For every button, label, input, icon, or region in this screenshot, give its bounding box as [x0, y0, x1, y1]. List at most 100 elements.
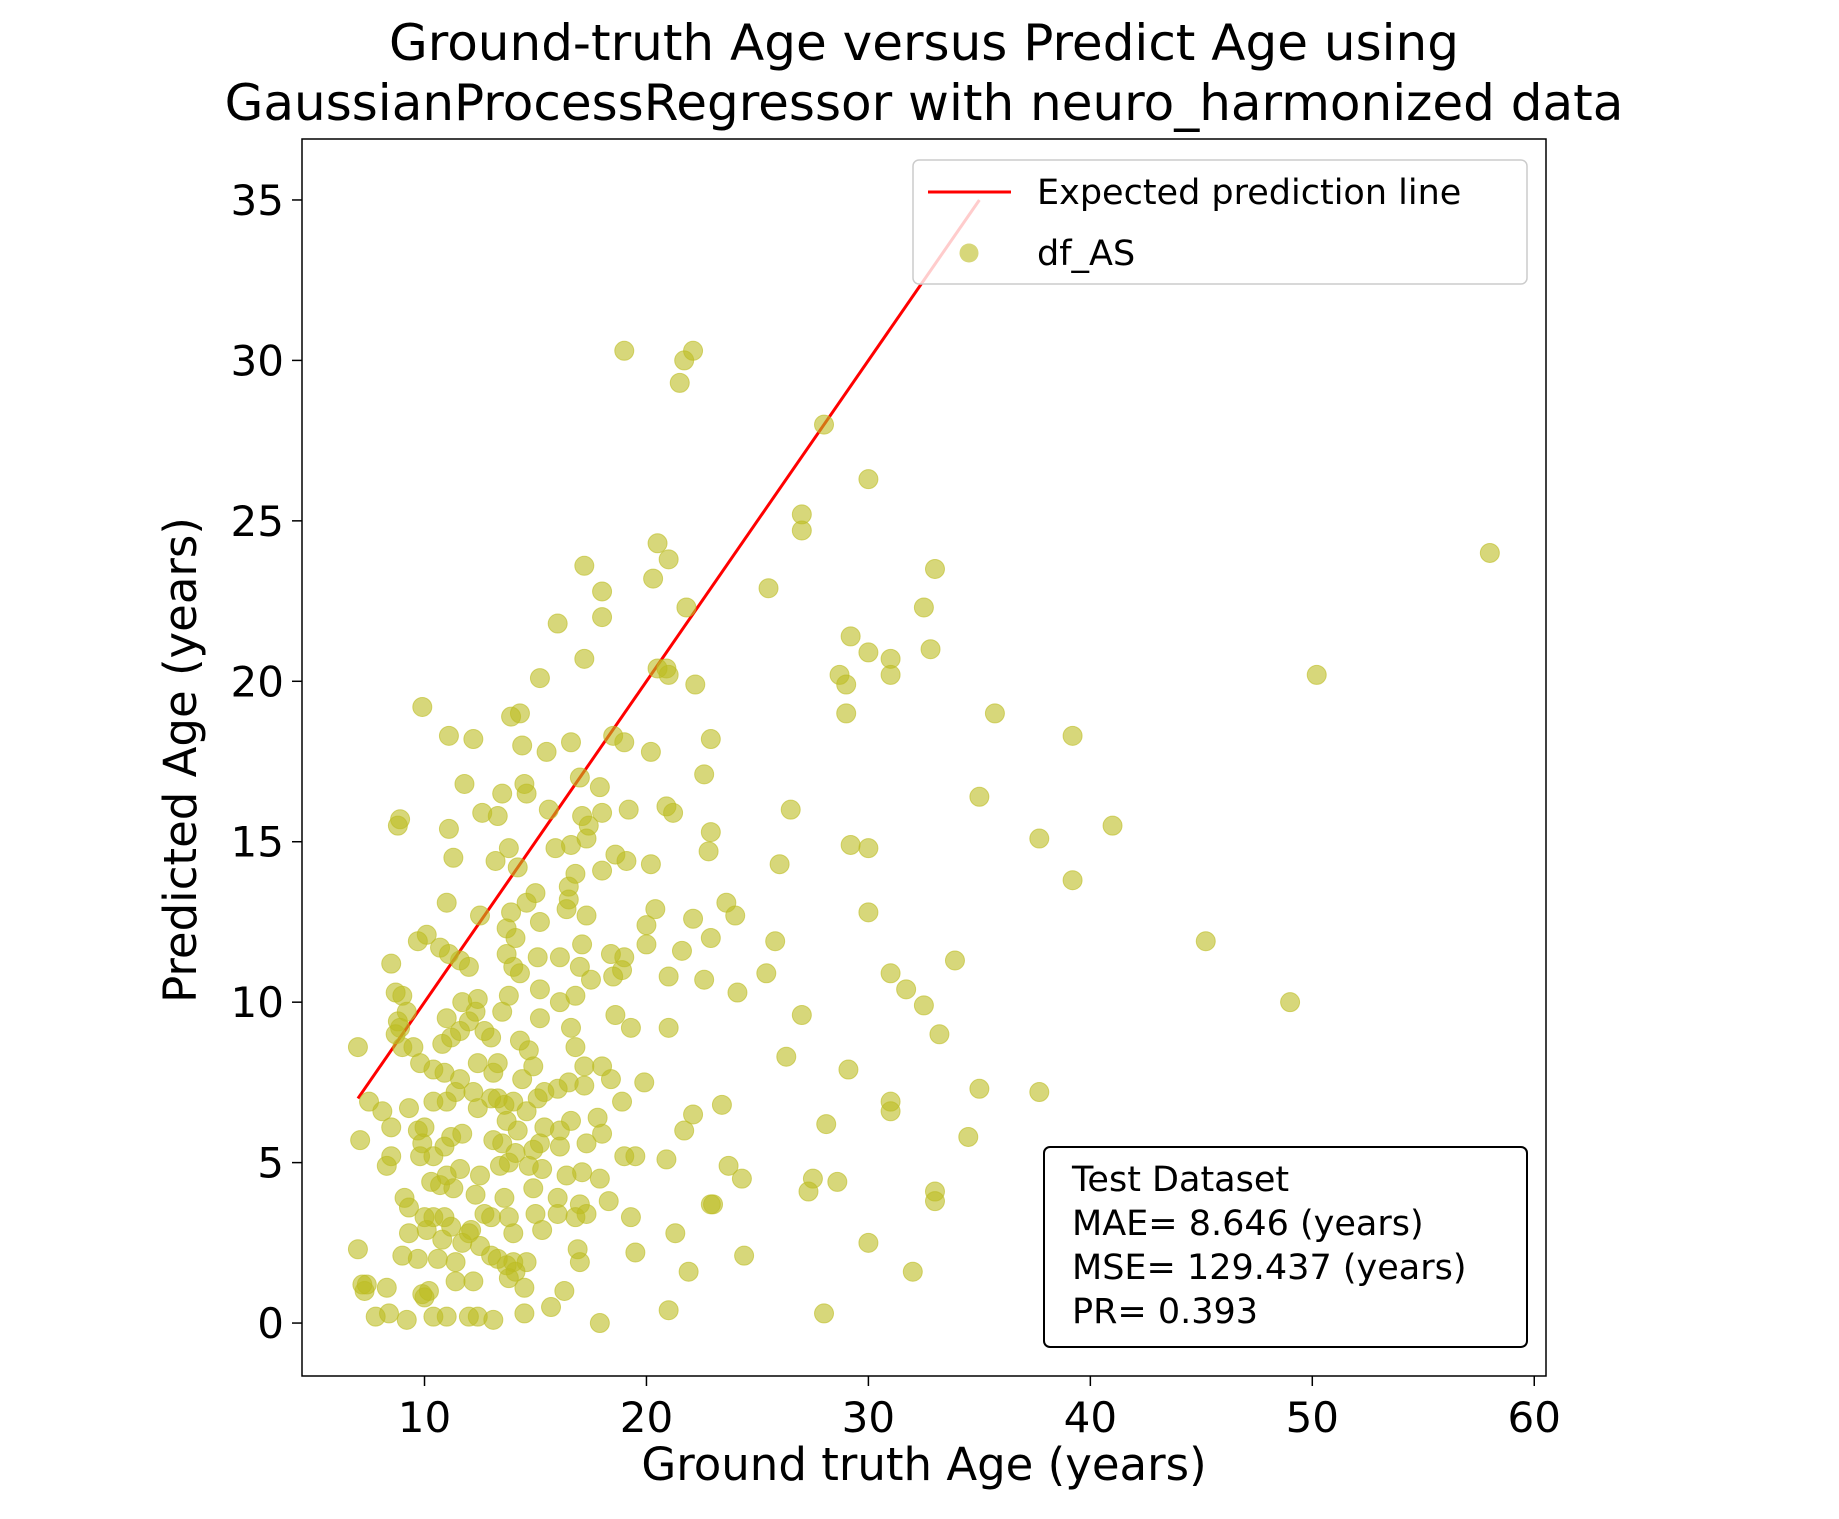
scatter-point [505, 927, 526, 948]
scatter-point [1479, 542, 1500, 563]
legend-swatch [959, 243, 979, 263]
scatter-point [472, 802, 493, 823]
scatter-point [496, 1255, 517, 1276]
scatter-point [612, 1091, 633, 1112]
scatter-point [498, 838, 519, 859]
x-tick-label: 10 [398, 1393, 451, 1442]
scatter-point [1062, 725, 1083, 746]
scatter-point [625, 1146, 646, 1167]
scatter-point [492, 783, 513, 804]
scatter-point [381, 1117, 402, 1138]
scatter-point [485, 850, 506, 871]
scatter-point [549, 1136, 570, 1157]
scatter-point [663, 802, 684, 823]
scatter-point [694, 764, 715, 785]
scatter-point [913, 597, 934, 618]
scatter-point [574, 648, 595, 669]
scatter-point [605, 1005, 626, 1026]
scatter-point [549, 947, 570, 968]
scatter-point [463, 729, 484, 750]
scatter-point [798, 1181, 819, 1202]
x-tick-label: 40 [1064, 1393, 1117, 1442]
scatter-point [769, 854, 790, 875]
scatter-point [379, 1303, 400, 1324]
scatter-point [758, 578, 779, 599]
scatter-point [494, 1187, 515, 1208]
x-tick-label: 50 [1286, 1393, 1339, 1442]
scatter-point [481, 1207, 502, 1228]
scatter-point [658, 966, 679, 987]
scatter-point [827, 1171, 848, 1192]
scatter-point [452, 992, 473, 1013]
scatter-point [765, 931, 786, 952]
scatter-point [616, 850, 637, 871]
scatter-point [554, 1280, 575, 1301]
scatter-point [469, 905, 490, 926]
scatter-point [625, 1242, 646, 1263]
scatter-point [438, 818, 459, 839]
scatter-point [592, 1123, 613, 1144]
scatter-point [427, 1248, 448, 1269]
chart-title: GaussianProcessRegressor with neuro_harm… [225, 74, 1624, 132]
scatter-point [858, 469, 879, 490]
scatter-point [838, 1059, 859, 1080]
scatter-point [658, 1017, 679, 1038]
scatter-point [483, 1062, 504, 1083]
scatter-point [603, 966, 624, 987]
scatter-point [665, 1223, 686, 1244]
scatter-point [576, 905, 597, 926]
scatter-point [678, 1261, 699, 1282]
scatter-point [725, 905, 746, 926]
scatter-point [683, 908, 704, 929]
scatter-point [538, 799, 559, 820]
y-tick-label: 15 [231, 818, 284, 867]
scatter-point [640, 741, 661, 762]
scatter-point [347, 1239, 368, 1260]
scatter-point [565, 1207, 586, 1228]
scatter-point [1306, 664, 1327, 685]
scatter-point [347, 1037, 368, 1058]
annotation-text: Test Dataset [1071, 1160, 1289, 1200]
scatter-point [458, 956, 479, 977]
scatter-point [731, 1168, 752, 1189]
y-tick-label: 0 [257, 1299, 284, 1348]
scatter-point [836, 703, 857, 724]
scatter-point [634, 1072, 655, 1093]
scatter-point [592, 607, 613, 628]
scatter-point [527, 947, 548, 968]
scatter-point [529, 979, 550, 1000]
scatter-point [592, 581, 613, 602]
scatter-point [658, 1300, 679, 1321]
scatter-point [416, 1219, 437, 1240]
scatter-point [560, 732, 581, 753]
scatter-point [541, 1297, 562, 1318]
scatter-point [560, 1110, 581, 1131]
scatter-point [556, 899, 577, 920]
scatter-point [600, 1069, 621, 1090]
scatter-point [443, 847, 464, 868]
y-tick-label: 25 [231, 497, 284, 546]
scatter-point [640, 854, 661, 875]
scatter-point [445, 1252, 466, 1273]
annotation-text: MSE= 129.437 (years) [1072, 1248, 1466, 1288]
scatter-point [674, 1120, 695, 1141]
scatter-point [396, 1309, 417, 1330]
scatter-point [574, 1075, 595, 1096]
scatter-point [683, 1104, 704, 1125]
x-tick-label: 20 [620, 1393, 673, 1442]
scatter-point [569, 1252, 590, 1273]
scatter-point [574, 1056, 595, 1077]
scatter-point [458, 1223, 479, 1244]
scatter-point [858, 838, 879, 859]
scatter-point [814, 1303, 835, 1324]
legend-label: Expected prediction line [1037, 173, 1461, 213]
scatter-point [514, 1277, 535, 1298]
scatter-point [618, 799, 639, 820]
scatter-point [944, 950, 965, 971]
scatter-point [636, 934, 657, 955]
scatter-point [398, 1197, 419, 1218]
scatter-point [529, 668, 550, 689]
chart-title: Ground-truth Age versus Predict Age usin… [389, 14, 1459, 72]
scatter-point [880, 963, 901, 984]
scatter-point [727, 982, 748, 1003]
